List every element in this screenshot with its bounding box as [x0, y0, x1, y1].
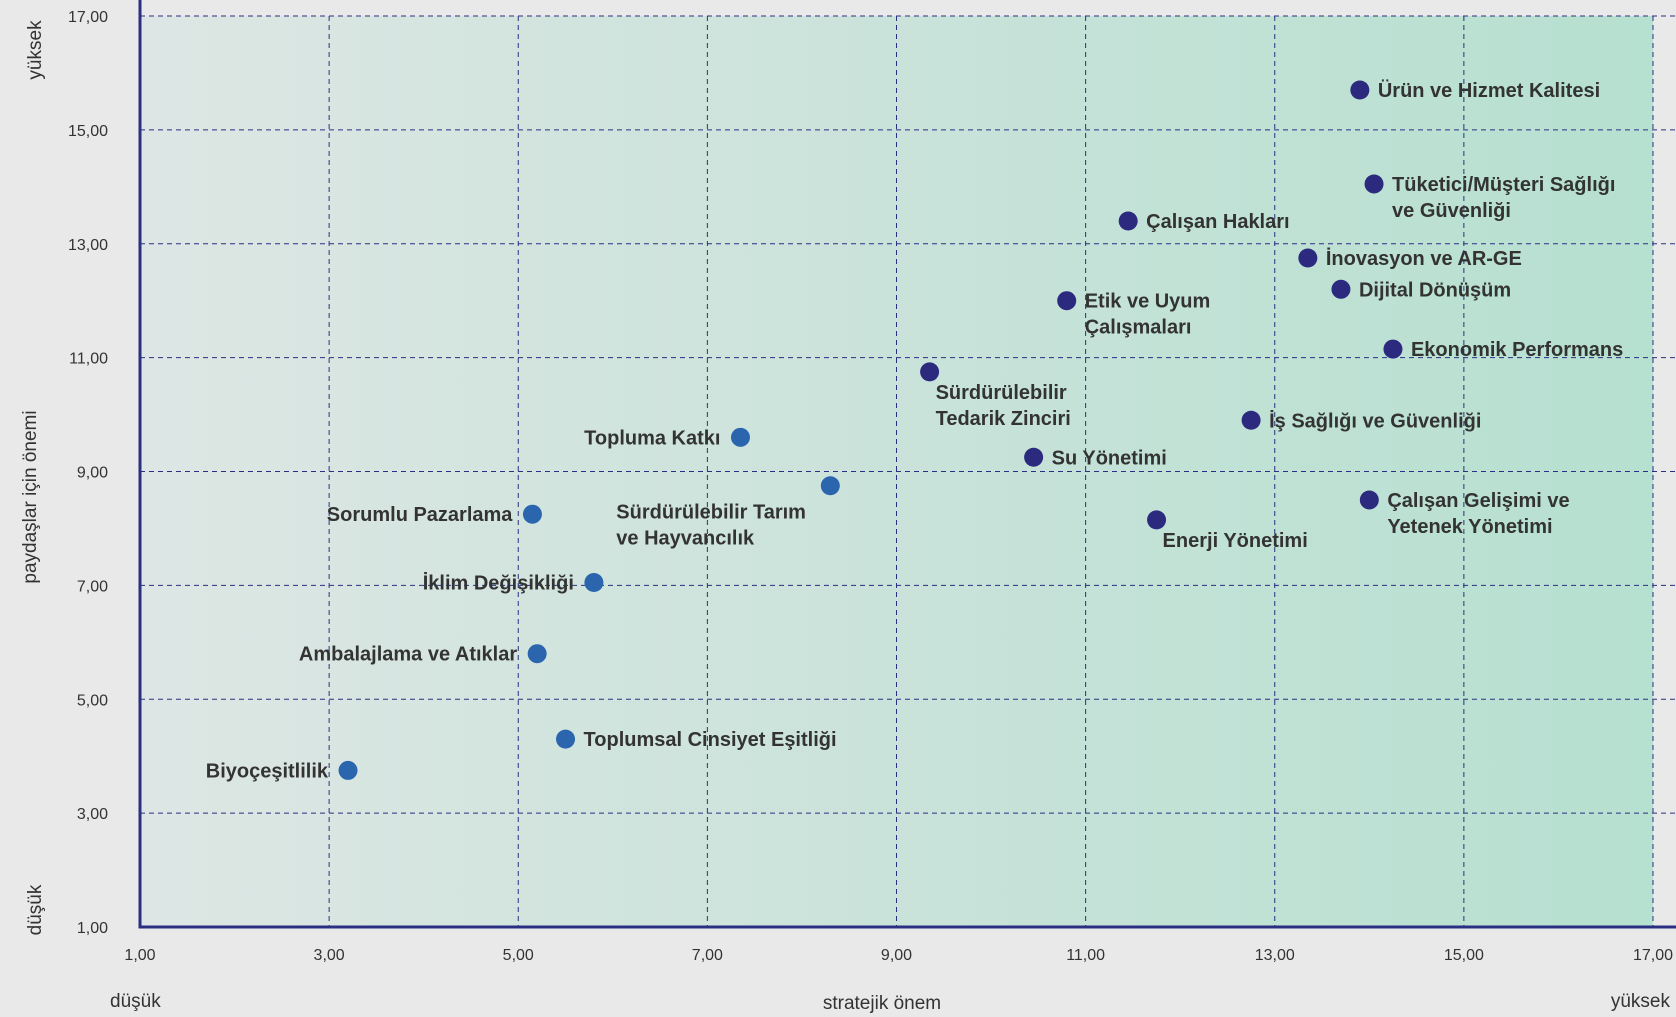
data-point-label: Tüketici/Müşteri Sağlığı	[1392, 174, 1615, 196]
data-point-label: Sürdürülebilir Tarım	[616, 502, 806, 524]
x-tick-label: 11,00	[1066, 947, 1105, 964]
x-tick-label: 7,00	[692, 947, 723, 964]
x-tick-label: 15,00	[1444, 947, 1484, 964]
data-point-label: Ambalajlama ve Atıklar	[299, 644, 517, 666]
data-point	[820, 476, 840, 496]
data-point	[1331, 279, 1351, 299]
data-point	[338, 760, 358, 780]
data-point-label: Çalışmaları	[1085, 317, 1192, 339]
data-point	[1364, 174, 1384, 194]
data-point-label: Çalışan Hakları	[1146, 211, 1289, 233]
data-point	[584, 573, 604, 593]
y-tick-label: 9,00	[77, 465, 108, 482]
data-point-label: Etik ve Uyum	[1085, 291, 1211, 313]
data-point	[556, 729, 576, 749]
y-tick-label: 15,00	[68, 123, 108, 140]
x-tick-label: 9,00	[881, 947, 912, 964]
data-point-label: İnovasyon ve AR-GE	[1326, 247, 1522, 270]
y-tick-label: 3,00	[77, 806, 108, 823]
x-tick-label: 3,00	[314, 947, 345, 964]
y-tick-label: 1,00	[77, 920, 108, 937]
x-tick-label: 17,00	[1633, 947, 1673, 964]
data-point-label: ve Güvenliği	[1392, 200, 1511, 222]
y-tick-label: 17,00	[68, 9, 108, 26]
point-labels: Ürün ve Hizmet Kalitesi Tüketici/Müşteri …	[206, 79, 1623, 782]
data-point	[1359, 490, 1379, 510]
x-axis-low-label: düşük	[110, 991, 161, 1012]
data-point-label: Tedarik Zinciri	[936, 408, 1071, 430]
data-point-label: İş Sağlığı ve Güvenliği	[1269, 409, 1481, 432]
data-point-label: ve Hayvancılık	[616, 528, 755, 550]
data-point-label: Biyoçeşitlilik	[206, 760, 329, 782]
y-tick-label: 11,00	[69, 351, 108, 368]
data-point	[527, 644, 547, 664]
x-tick-label: 1,00	[124, 947, 155, 964]
axes	[138, 0, 1676, 929]
data-point	[1298, 248, 1318, 268]
data-point-label: İklim Değişikliği	[423, 572, 574, 595]
data-point	[1118, 211, 1138, 231]
x-axis-title: stratejik önem	[823, 993, 941, 1014]
data-point-label: Ekonomik Performans	[1411, 339, 1623, 361]
data-point-label: Su Yönetimi	[1052, 447, 1167, 469]
data-point	[1147, 510, 1167, 530]
data-point	[1383, 339, 1403, 359]
data-point-label: Topluma Katkı	[584, 427, 720, 449]
y-axis-high-label: yüksek	[25, 20, 46, 80]
data-point	[1057, 291, 1077, 311]
y-axis-title: paydaşlar için önemi	[20, 410, 41, 583]
data-point-label: Sorumlu Pazarlama	[327, 504, 514, 526]
data-points	[338, 80, 1403, 780]
data-point-label: Yetenek Yönetimi	[1387, 516, 1552, 538]
data-point-label: Enerji Yönetimi	[1163, 530, 1308, 552]
x-tick-label: 5,00	[503, 947, 534, 964]
grid-lines	[140, 15, 1676, 927]
x-axis-high-label: yüksek	[1611, 991, 1671, 1012]
data-point	[1350, 80, 1370, 100]
tick-labels: 1,00 3,00 5,00 7,00 9,00 11,00 13,00 15,00 17,00…	[68, 9, 1673, 964]
data-point	[1024, 447, 1044, 467]
data-point	[1241, 410, 1261, 430]
y-tick-label: 7,00	[77, 578, 108, 595]
data-point	[920, 362, 940, 382]
data-point-label: Çalışan Gelişimi ve	[1387, 490, 1569, 512]
data-point	[730, 427, 750, 447]
y-tick-label: 5,00	[77, 692, 108, 709]
data-point-label: Dijital Dönüşüm	[1359, 279, 1511, 301]
data-point-label: Toplumsal Cinsiyet Eşitliği	[584, 729, 837, 751]
y-tick-label: 13,00	[68, 237, 108, 254]
y-axis-low-label: düşük	[25, 884, 46, 935]
x-tick-label: 13,00	[1255, 947, 1295, 964]
data-point-label: Ürün ve Hizmet Kalitesi	[1378, 79, 1600, 102]
data-point-label: Sürdürülebilir	[936, 382, 1067, 404]
data-point	[522, 504, 542, 524]
